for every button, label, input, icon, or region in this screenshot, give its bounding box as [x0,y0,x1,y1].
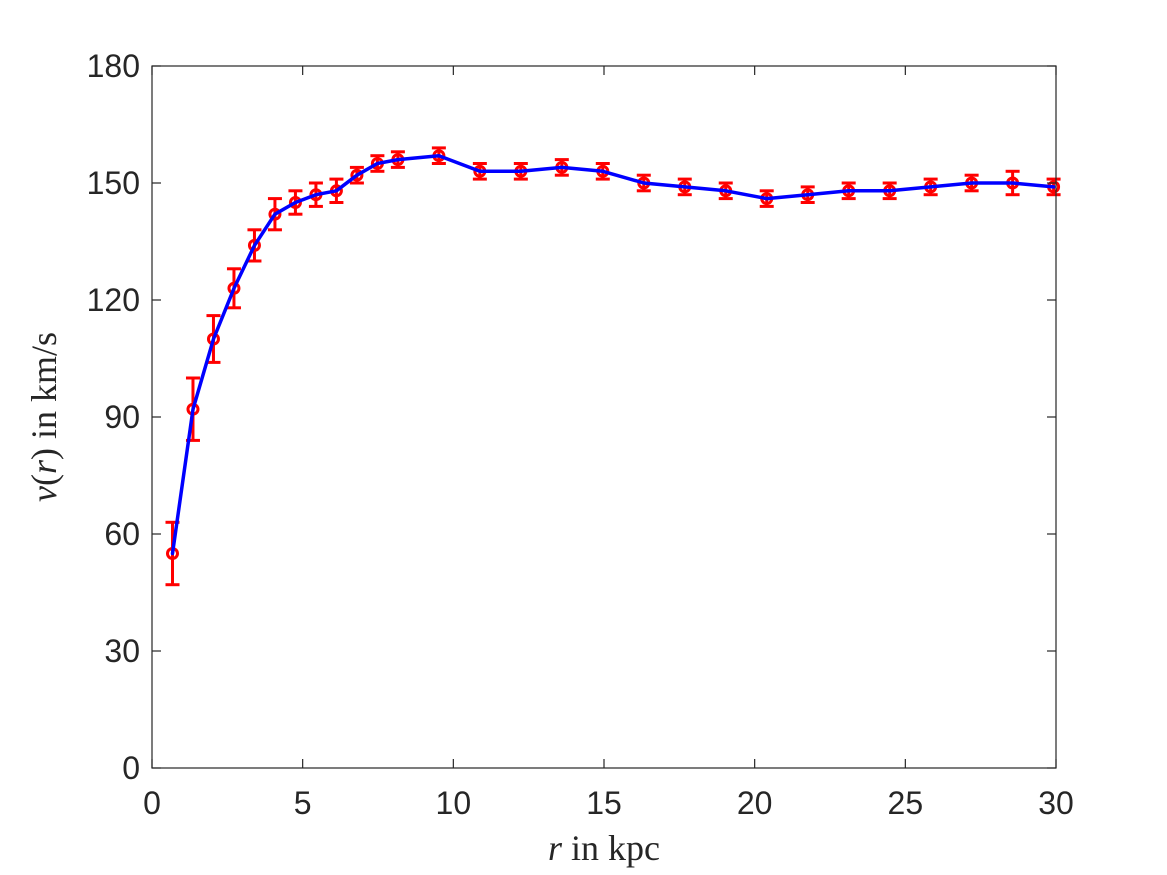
series-line [170,153,1056,556]
x-tick-label: 5 [294,785,312,821]
x-tick-label: 20 [737,785,773,821]
x-tick-label: 15 [586,785,622,821]
plot-area [165,146,1061,587]
axis-ticks: 0 5 10 15 20 25 30 0 30 60 90 120 150 180 [87,48,1074,821]
data-point-marker [288,196,302,209]
data-point-marker [268,207,282,221]
y-tick-label: 150 [87,165,140,201]
y-tick-label: 0 [122,750,140,786]
y-tick-label: 120 [87,282,140,318]
x-tick-label: 10 [436,785,472,821]
data-point-marker [350,168,364,182]
data-point-marker [247,238,261,252]
y-tick-label: 180 [87,48,140,84]
y-tick-label: 90 [104,399,140,435]
y-tick-label: 30 [104,633,140,669]
x-tick-label: 0 [143,785,161,821]
y-tick-label: 60 [104,516,140,552]
y-axis-label: v(r) in km/s [24,332,64,502]
data-point-marker [227,281,241,295]
x-tick-label: 25 [888,785,924,821]
error-bar-point [267,197,282,232]
x-axis-label: r in kpc [548,828,660,868]
x-tick-label: 30 [1038,785,1074,821]
